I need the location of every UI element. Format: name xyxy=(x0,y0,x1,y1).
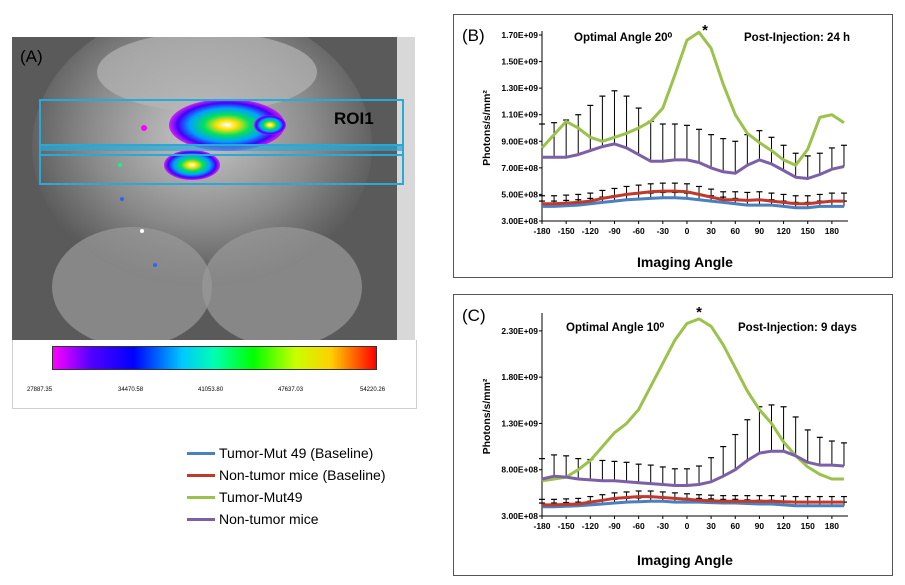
x-tick-label: -90 xyxy=(608,521,621,531)
x-tick-label: -60 xyxy=(632,521,645,531)
legend-item: Tumor-Mut 49 (Baseline) xyxy=(187,442,427,464)
colorbar-tick: 47637.03 xyxy=(278,387,304,393)
legend-label: Non-tumor mice (Baseline) xyxy=(219,467,386,483)
y-tick-label: 3.00E+08 xyxy=(501,511,538,521)
y-tick-label: 1.30E+09 xyxy=(501,83,538,93)
x-tick-label: -180 xyxy=(533,226,550,236)
chart-c: 3.00E+08 8.00E+08 1.30E+09 1.80E+09 2.30E+09… xyxy=(462,304,857,568)
x-tick-label: 60 xyxy=(731,226,741,236)
y-tick-label: 1.80E+09 xyxy=(501,372,538,382)
x-tick-label: 180 xyxy=(825,521,839,531)
x-tick-label: -90 xyxy=(608,226,621,236)
y-axis-label: Photons/s/mm² xyxy=(481,90,493,166)
chart-b-frame: 3.00E+08 5.00E+08 7.00E+08 9.00E+08 1.10E+09… xyxy=(453,14,893,278)
x-tick-label: 120 xyxy=(776,226,790,236)
colorbar xyxy=(52,346,377,370)
legend-swatch xyxy=(187,473,215,477)
x-tick-label: -30 xyxy=(657,226,670,236)
y-tick-label: 1.30E+09 xyxy=(501,418,538,428)
y-tick-label: 5.00E+08 xyxy=(501,189,538,199)
chart-b: 3.00E+08 5.00E+08 7.00E+08 9.00E+08 1.10E+09… xyxy=(462,22,850,270)
y-tick-label: 8.00E+08 xyxy=(501,465,538,475)
x-axis-label: Imaging Angle xyxy=(637,552,733,568)
y-tick-label: 2.30E+09 xyxy=(501,326,538,336)
roi1-box[interactable] xyxy=(39,99,404,156)
y-axis-label: Photons/s/mm² xyxy=(481,378,493,454)
series-line xyxy=(542,499,844,509)
y-tick-label: 1.10E+09 xyxy=(501,110,538,120)
series-line xyxy=(542,142,845,180)
panel-a-label: (A) xyxy=(20,47,43,66)
colorbar-tick: 54220.26 xyxy=(360,387,386,393)
chart-c-frame: 3.00E+08 8.00E+08 1.30E+09 1.80E+09 2.30E+09… xyxy=(453,294,893,576)
x-tick-label: 150 xyxy=(801,226,815,236)
panel-label: (C) xyxy=(462,306,486,325)
colorbar-tick: 34470.58 xyxy=(118,387,144,393)
fluorescence-image: (A) ROI1 xyxy=(12,37,415,340)
x-tick-label: -120 xyxy=(582,521,599,531)
colorbar-tick: 41053.80 xyxy=(198,387,224,393)
x-tick-label: 0 xyxy=(685,226,690,236)
colorbar-frame xyxy=(12,340,417,409)
x-tick-label: 30 xyxy=(706,521,716,531)
colorbar-tick: 27887.35 xyxy=(27,387,53,393)
tumor-signal-upper xyxy=(169,99,285,151)
x-tick-label: 120 xyxy=(776,521,790,531)
roi1-label: ROI1 xyxy=(334,109,374,128)
series-line xyxy=(540,30,845,167)
peak-marker: * xyxy=(702,22,708,39)
x-axis-label: Imaging Angle xyxy=(637,254,733,270)
x-tick-label: 180 xyxy=(825,226,839,236)
x-tick-label: 60 xyxy=(731,521,741,531)
x-tick-label: 90 xyxy=(755,521,765,531)
panel-label: (B) xyxy=(462,26,485,45)
x-tick-label: -120 xyxy=(582,226,599,236)
y-tick-label: 3.00E+08 xyxy=(501,216,538,226)
chart-title: Optimal Angle 20⁰ xyxy=(574,31,673,44)
y-tick-label: 1.50E+09 xyxy=(501,57,538,67)
series-line xyxy=(541,449,845,487)
x-tick-label: 90 xyxy=(755,226,765,236)
legend-swatch xyxy=(187,517,215,521)
tumor-signal-lower xyxy=(164,150,220,180)
x-tick-label: 0 xyxy=(685,521,690,531)
legend-item: Non-tumor mice (Baseline) xyxy=(187,464,427,486)
legend-swatch xyxy=(187,451,215,455)
chart-annotation: Post-Injection: 9 days xyxy=(738,322,857,334)
series-line xyxy=(542,196,844,210)
peak-marker: * xyxy=(696,304,702,321)
y-tick-label: 7.00E+08 xyxy=(501,163,538,173)
mouse-image-svg xyxy=(12,37,415,340)
x-tick-label: -30 xyxy=(657,521,670,531)
legend-label: Tumor-Mut 49 (Baseline) xyxy=(219,445,374,461)
y-tick-label: 9.00E+08 xyxy=(501,136,538,146)
chart-annotation: Post-Injection: 24 h xyxy=(744,32,850,44)
x-tick-label: -60 xyxy=(632,226,645,236)
y-tick-label: 1.70E+09 xyxy=(501,30,538,40)
x-tick-label: 30 xyxy=(706,226,716,236)
x-tick-label: 150 xyxy=(801,521,815,531)
chart-title: Optimal Angle 10⁰ xyxy=(566,321,665,334)
x-tick-label: -150 xyxy=(558,521,575,531)
legend-swatch xyxy=(187,495,215,499)
legend-item: Tumor-Mut49 xyxy=(187,486,427,508)
x-tick-label: -150 xyxy=(558,226,575,236)
legend-label: Tumor-Mut49 xyxy=(219,489,303,505)
legend-item: Non-tumor mice xyxy=(187,508,427,530)
series-line xyxy=(542,189,844,206)
series-line xyxy=(542,495,844,507)
x-tick-label: -180 xyxy=(533,521,550,531)
legend: Tumor-Mut 49 (Baseline) Non-tumor mice (… xyxy=(187,442,427,530)
legend-label: Non-tumor mice xyxy=(219,511,319,527)
